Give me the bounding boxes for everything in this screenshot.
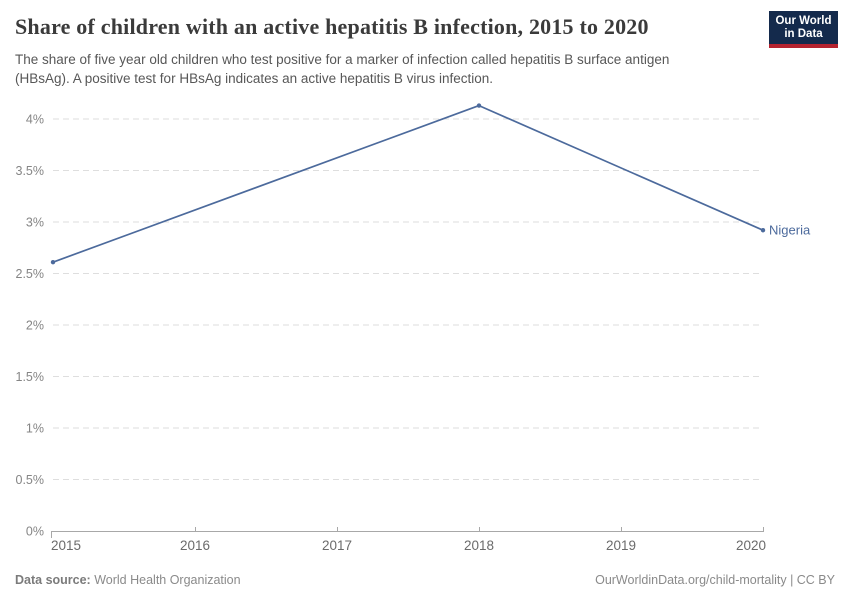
owid-logo[interactable]: Our World in Data <box>769 11 838 48</box>
data-point-marker[interactable] <box>476 103 482 108</box>
y-axis-tick-label: 1.5% <box>16 370 45 384</box>
chart-subtitle: The share of five year old children who … <box>15 50 755 88</box>
license-link[interactable]: OurWorldinData.org/child-mortality | CC … <box>595 573 835 587</box>
owid-logo-line1: Our World <box>775 14 832 27</box>
y-axis-tick-label: 2.5% <box>16 267 45 281</box>
x-axis-tick-label: 2015 <box>51 538 81 553</box>
data-source-note: Data source: World Health Organization <box>15 573 241 587</box>
x-axis-tick-label: 2019 <box>606 538 636 553</box>
y-axis-tick-label: 4% <box>26 113 44 127</box>
chart-subtitle-line2: (HBsAg). A positive test for HBsAg indic… <box>15 71 493 86</box>
y-axis-tick-label: 2% <box>26 319 44 333</box>
chart-title: Share of children with an active hepatit… <box>15 14 649 39</box>
data-source-value: World Health Organization <box>94 573 241 587</box>
data-source-label: Data source: <box>15 573 91 587</box>
y-axis-tick-label: 3.5% <box>16 164 45 178</box>
series-end-label[interactable]: Nigeria <box>769 223 811 238</box>
y-axis-tick-label: 0.5% <box>16 473 45 487</box>
chart-subtitle-line1: The share of five year old children who … <box>15 52 670 67</box>
x-axis-tick-label: 2018 <box>464 538 494 553</box>
chart-footer: Data source: World Health Organization O… <box>15 573 835 587</box>
owid-logo-line2: in Data <box>784 27 823 40</box>
x-axis-tick-label: 2016 <box>180 538 210 553</box>
x-axis-tick-label: 2020 <box>736 538 766 553</box>
series-line-nigeria[interactable] <box>52 104 764 263</box>
y-axis-tick-label: 1% <box>26 422 44 436</box>
chart-header: Share of children with an active hepatit… <box>0 0 850 88</box>
x-axis-tick-label: 2017 <box>322 538 352 553</box>
data-point-marker[interactable] <box>50 259 56 265</box>
y-axis-tick-label: 3% <box>26 216 44 230</box>
data-point-marker[interactable] <box>760 228 766 233</box>
y-axis-tick-label: 0% <box>26 525 44 539</box>
